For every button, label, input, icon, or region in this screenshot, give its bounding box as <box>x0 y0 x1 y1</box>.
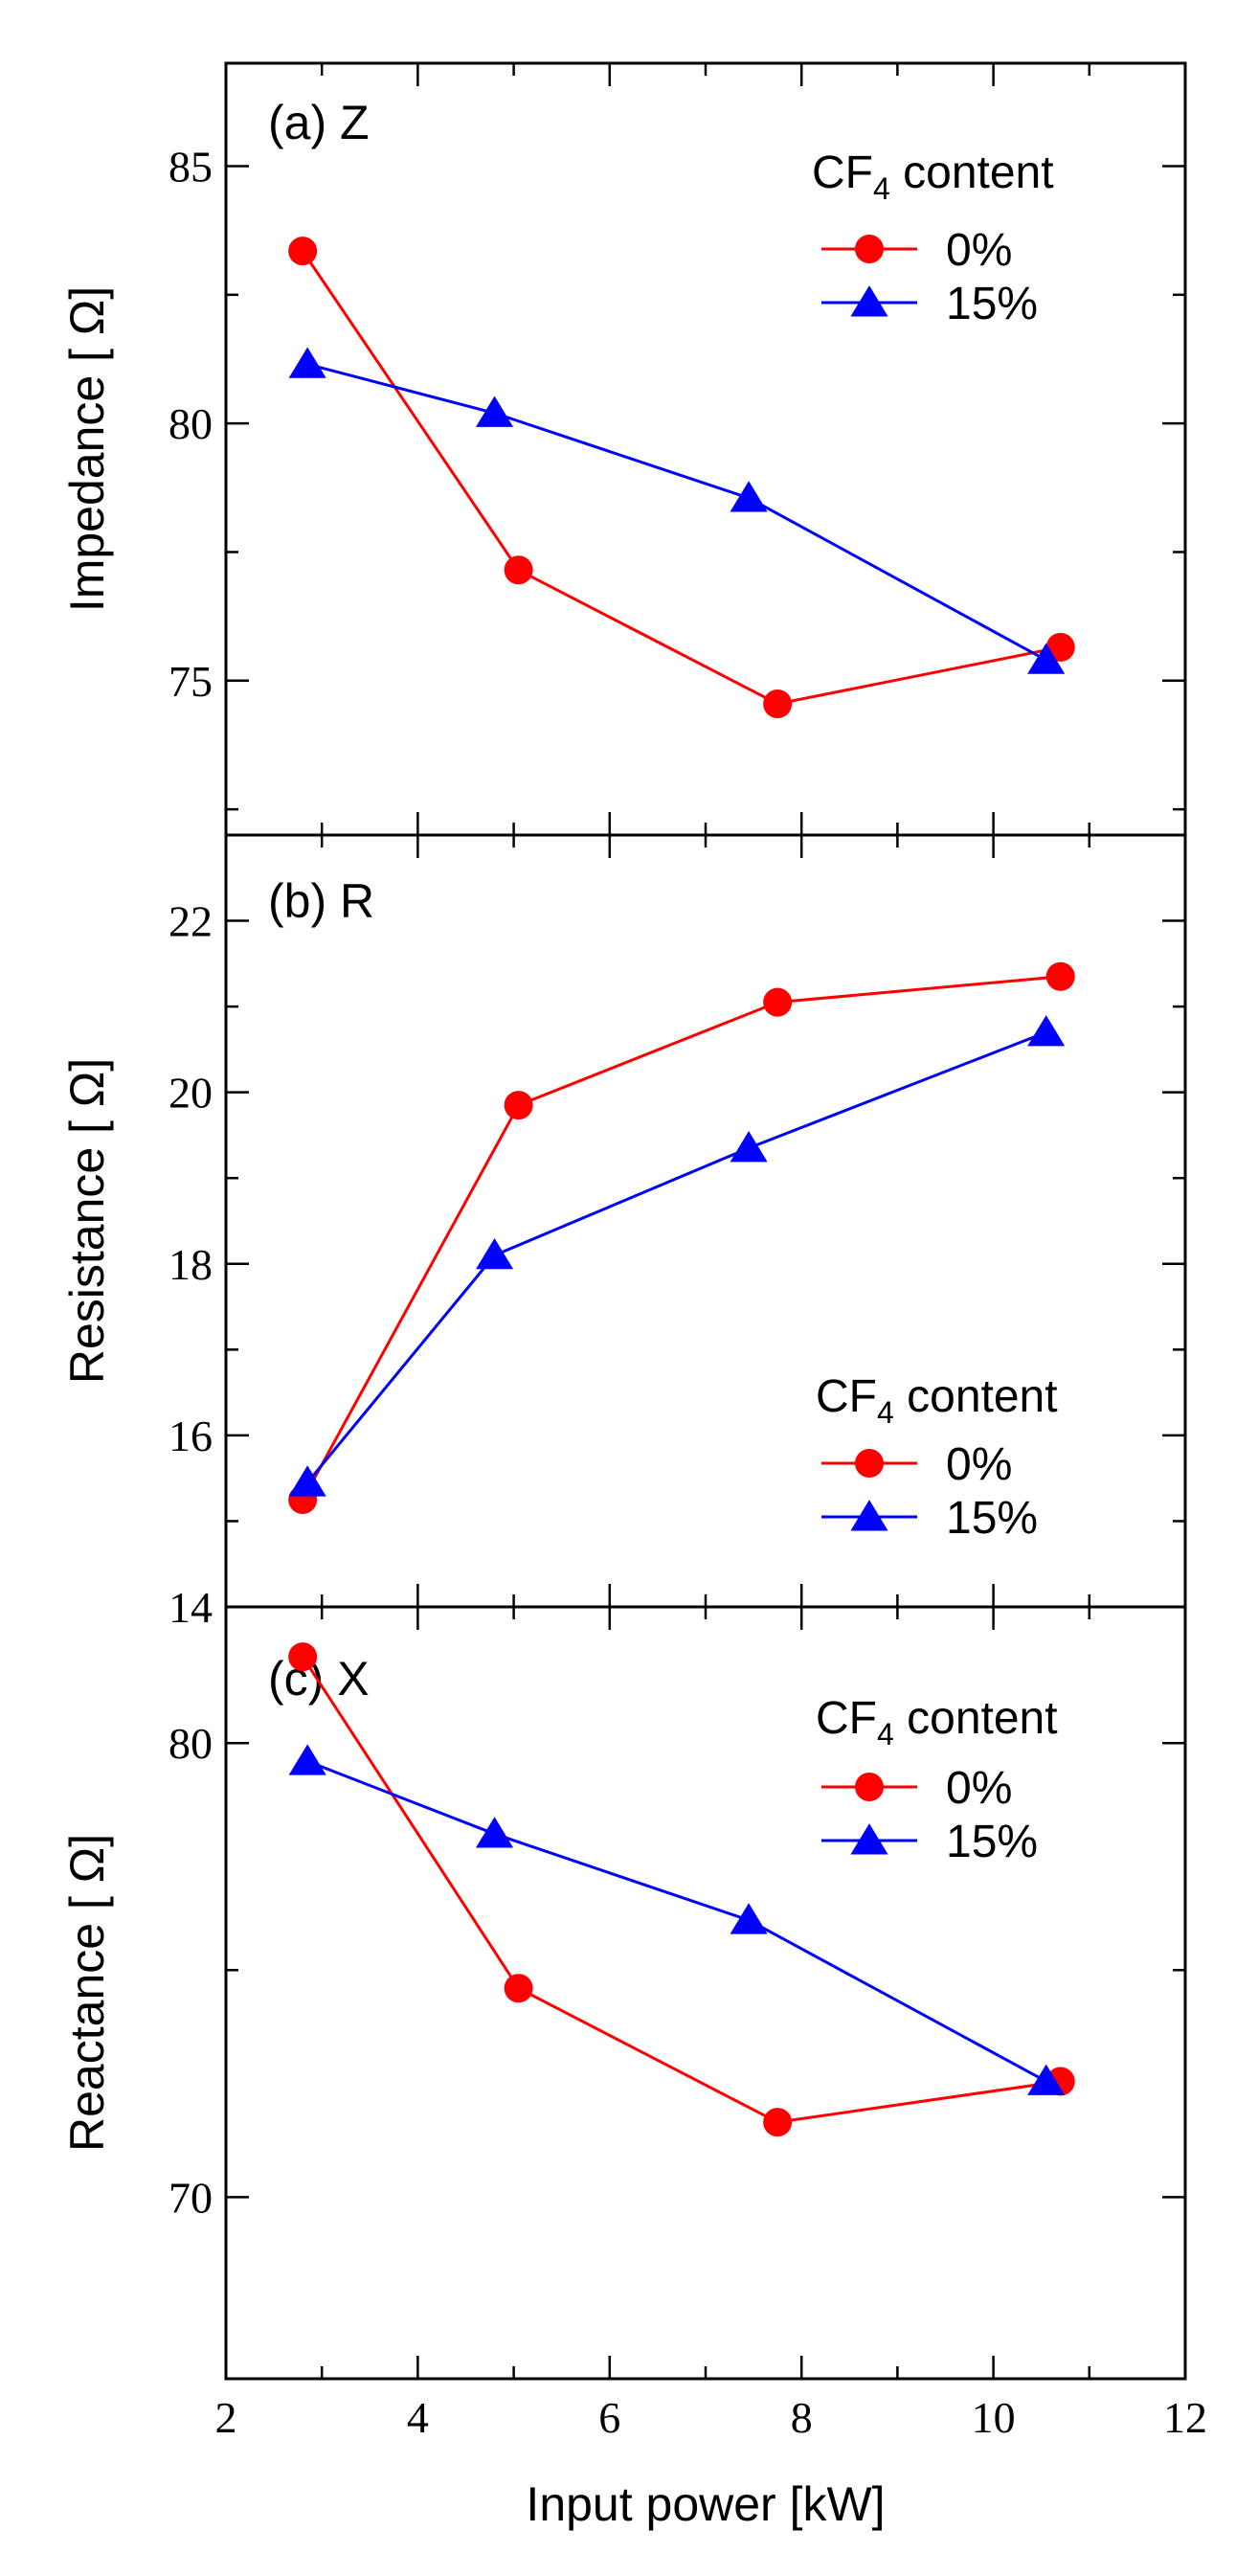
legend-entry-label: 15% <box>946 1817 1038 1867</box>
data-point-15pct <box>730 1903 768 1934</box>
x-axis-label: Input power [kW] <box>526 2477 885 2531</box>
legend-title: CF4 content <box>812 147 1054 206</box>
series-line-15pct <box>306 1030 1047 1484</box>
data-point-0pct <box>763 2108 793 2137</box>
legend-title-main: CF <box>816 1693 877 1744</box>
legend: CF4 content 0%15% <box>816 1371 1058 1544</box>
legend-marker-15pct <box>850 1823 888 1855</box>
y-tick-label: 70 <box>168 2173 213 2222</box>
y-tick-label: 75 <box>168 657 213 706</box>
legend-title-subscript: 4 <box>873 171 890 206</box>
series-line-0pct <box>301 250 1062 706</box>
data-point-15pct <box>730 1131 768 1163</box>
data-point-15pct <box>1027 1015 1066 1047</box>
plot-frame <box>224 833 1187 1609</box>
legend-entry-label: 15% <box>946 279 1038 329</box>
x-tick-label: 10 <box>972 2393 1016 2442</box>
legend-title-main: CF <box>812 147 873 198</box>
legend-title-rest: content <box>890 147 1054 198</box>
data-point-15pct <box>1027 2064 1066 2095</box>
data-point-0pct <box>504 1091 533 1120</box>
legend-title: CF4 content <box>816 1371 1058 1430</box>
data-point-0pct <box>763 987 793 1017</box>
legend-marker-15pct <box>850 285 888 317</box>
panel-1: 75 80 85 Impedance [ Ω] (a) Z CF4 content 0%15… <box>60 61 1187 837</box>
data-point-0pct <box>763 689 793 718</box>
panel-label: (b) R <box>268 874 374 928</box>
data-point-15pct <box>288 1465 326 1497</box>
legend-title: CF4 content <box>816 1693 1058 1751</box>
data-point-0pct <box>1045 961 1075 991</box>
series-line-15pct <box>306 1759 1047 2083</box>
y-tick-label: 20 <box>168 1069 213 1118</box>
y-tick-label: 18 <box>168 1240 213 1289</box>
legend-marker-0pct <box>855 1449 884 1478</box>
data-point-15pct <box>288 347 326 378</box>
y-tick-label: 85 <box>168 142 213 191</box>
legend-entry-label: 0% <box>946 1439 1012 1490</box>
legend-title-main: CF <box>816 1371 877 1422</box>
legend-marker-15pct <box>850 1500 888 1531</box>
data-point-15pct <box>288 1744 326 1775</box>
y-tick-label: 14 <box>168 1583 213 1632</box>
x-tick-label: 8 <box>791 2393 813 2442</box>
panel-2: 14 16 18 20 22 Resistance [ Ω] (b) R CF4 conten… <box>60 833 1187 1632</box>
x-tick-label: 12 <box>1163 2393 1207 2442</box>
data-point-15pct <box>476 1817 514 1848</box>
data-point-15pct <box>730 481 768 512</box>
series-line-0pct <box>301 975 1061 1501</box>
data-point-0pct <box>1045 632 1075 662</box>
data-point-0pct <box>288 1642 318 1672</box>
legend-entry-label: 15% <box>946 1493 1038 1544</box>
x-tick-label: 2 <box>215 2393 237 2442</box>
data-point-0pct <box>288 237 318 266</box>
series-line-0pct <box>301 1656 1061 2124</box>
y-tick-label: 80 <box>168 1719 213 1768</box>
series-line-15pct <box>306 362 1047 662</box>
y-tick-label: 22 <box>168 897 213 946</box>
y-tick-label: 16 <box>168 1412 213 1460</box>
legend-entry-label: 0% <box>946 225 1012 276</box>
legend-title-subscript: 4 <box>877 1717 894 1751</box>
y-tick-label: 80 <box>168 399 213 448</box>
data-point-15pct <box>1027 643 1066 674</box>
data-point-15pct <box>476 1237 514 1270</box>
x-tick-label: 6 <box>598 2393 620 2442</box>
legend: CF4 content 0%15% <box>816 1693 1058 1867</box>
legend-title-subscript: 4 <box>877 1395 894 1430</box>
legend-marker-0pct <box>855 235 884 263</box>
data-point-0pct <box>504 555 533 585</box>
legend-title-rest: content <box>894 1371 1058 1422</box>
y-axis-label: Impedance [ Ω] <box>60 286 114 612</box>
data-point-15pct <box>476 395 514 427</box>
legend-title-rest: content <box>894 1693 1058 1744</box>
panel-label: (a) Z <box>268 96 370 149</box>
y-axis-label: Reactance [ Ω] <box>60 1834 114 2152</box>
legend: CF4 content 0%15% <box>812 147 1054 329</box>
legend-entry-label: 0% <box>946 1763 1012 1814</box>
legend-marker-0pct <box>855 1773 884 1801</box>
data-point-0pct <box>504 1974 533 2003</box>
x-tick-label: 4 <box>407 2393 429 2442</box>
y-axis-label: Resistance [ Ω] <box>60 1058 114 1384</box>
